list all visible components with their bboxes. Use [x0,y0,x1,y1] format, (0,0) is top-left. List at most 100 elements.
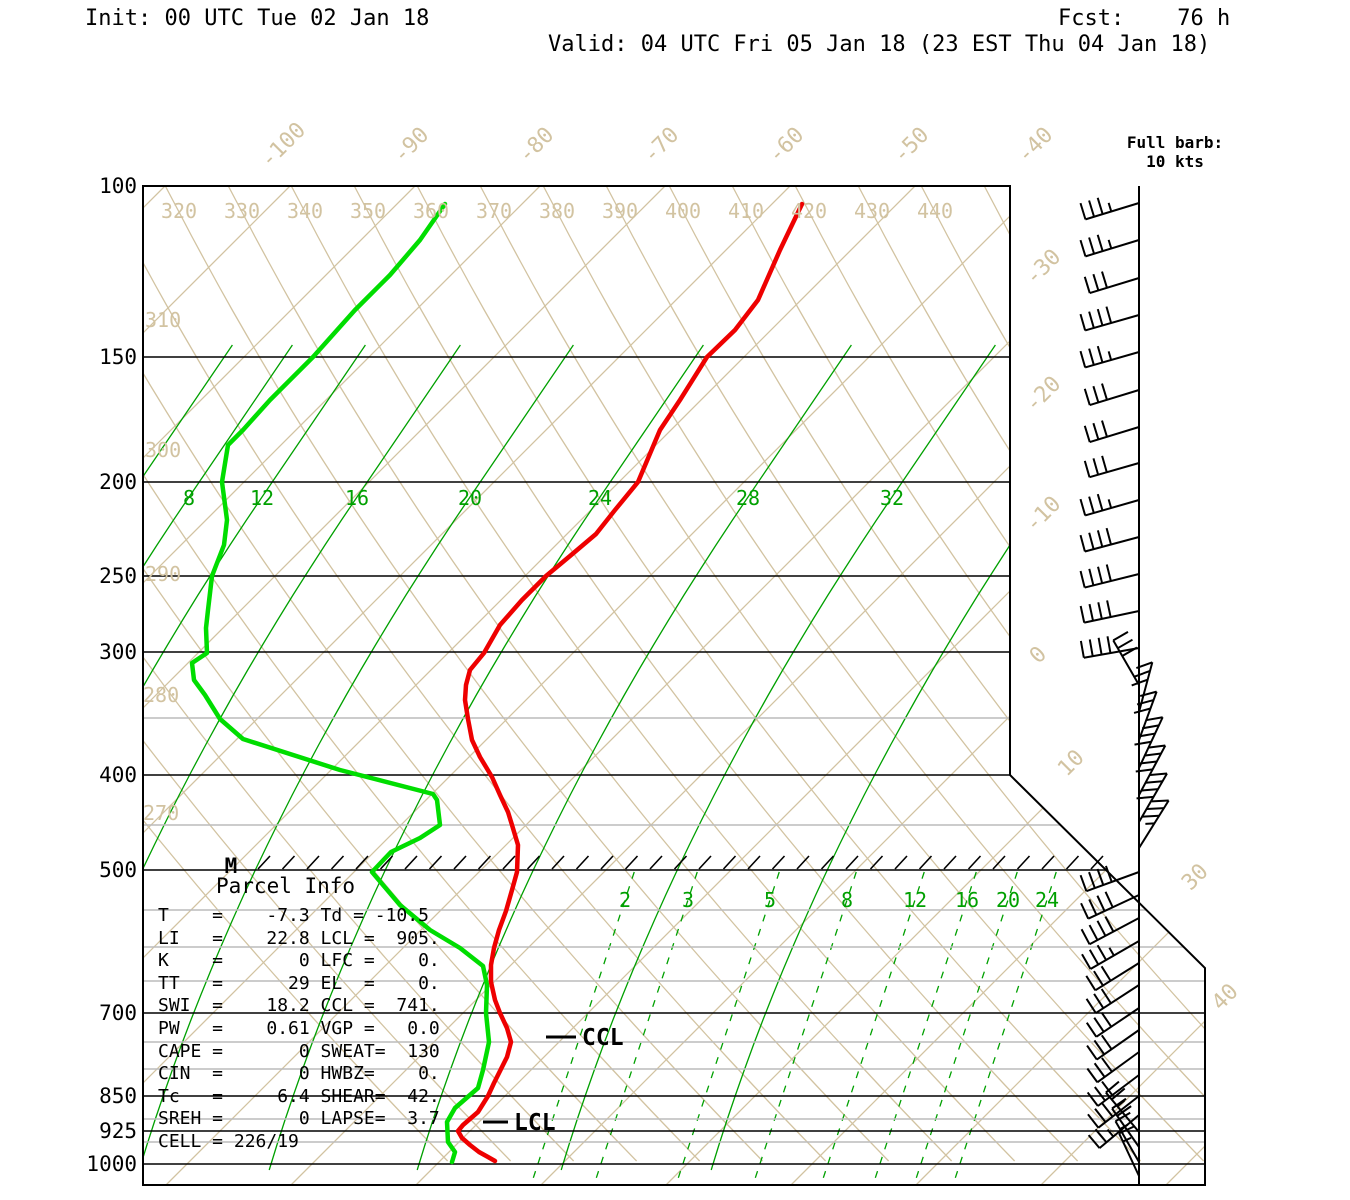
wind-barb [1133,690,1158,741]
wind-barb [1079,345,1140,369]
parcel-info-rows: T = -7.3 Td = -10.5 LI = 22.8 LCL = 905.… [158,905,440,1152]
wind-barb [1080,916,1140,946]
isotherm-line [540,186,1205,1185]
pressure-tick-label: 250 [99,564,137,588]
freezing-hatch-tick [845,855,859,870]
freezing-hatch-tick [551,855,565,870]
moist-adiabat-label: 20 [458,486,482,510]
mixing-ratio-label: 16 [955,888,979,912]
dry-adiabat-label-top: 420 [791,199,827,223]
freezing-hatch-tick [1016,855,1031,870]
freezing-hatch-tick [722,855,737,870]
freezing-hatch-tick [502,855,516,870]
freezing-hatch-tick [404,855,418,870]
dry-adiabat-line [605,186,1205,1162]
dry-adiabat-label-top: 390 [602,199,638,223]
mixing-ratio-line [952,871,1057,1185]
dry-adiabat-line [143,186,512,1162]
moist-adiabat-label: 16 [345,486,369,510]
isotherm-line [143,186,541,1185]
isotherm-label-top: -50 [889,123,935,169]
wind-barb [1087,1114,1140,1149]
dry-adiabat-label-left: 280 [143,683,179,707]
freezing-hatch-tick [918,855,933,870]
isotherm-line [915,186,1205,1185]
freezing-hatch-tick [820,855,835,870]
wind-barb [1079,197,1140,221]
freezing-hatch-tick [796,855,810,870]
freezing-hatch-tick [698,855,712,870]
wind-barb [1087,1095,1140,1129]
parcel-info-title: Parcel Info [216,874,356,898]
isotherm-label-right: 0 [1025,642,1052,669]
dry-adiabat-label-top: 410 [728,199,764,223]
isotherm-line [143,186,166,1185]
mixing-ratio-line [820,871,925,1185]
isotherm-line [665,186,1205,1185]
dry-adiabat-label-top: 430 [854,199,890,223]
pressure-tick-label: 150 [99,345,137,369]
freezing-hatch-tick [967,855,982,870]
freezing-hatch-tick [747,855,761,870]
freezing-hatch-tick [355,855,369,870]
mixing-ratio-label: 5 [764,888,776,912]
dry-adiabat-label-top: 320 [161,199,197,223]
freezing-hatch-tick [771,855,786,870]
isotherm-line [790,186,1205,1185]
dry-adiabat-line [353,186,1079,1162]
freezing-hatch-tick [453,855,467,870]
wind-barb-legend: Full barb: 10 kts [1126,133,1224,171]
wind-barb [1080,891,1140,920]
isotherm-line [1040,186,1205,1185]
mixing-ratio-label: 8 [841,888,853,912]
wind-barb [1085,984,1140,1014]
isotherm-line [415,186,1205,1185]
mixing-ratio-label: 3 [682,888,694,912]
pressure-tick-label: 200 [99,470,137,494]
init-time-label: Init: 00 UTC Tue 02 Jan 18 [85,6,430,31]
freezing-hatch-tick [306,855,320,870]
wind-barb [1083,271,1140,295]
freezing-hatch-tick [526,855,541,870]
wind-barb [1086,1029,1140,1061]
isotherm-label-right: 30 [1177,859,1213,895]
dry-adiabat-line [731,186,1205,1162]
isotherm-line [290,186,1205,1185]
wind-barb [1079,527,1140,553]
isotherm-label-top: -80 [514,123,560,169]
pressure-tick-label: 925 [99,1119,137,1143]
valid-time-label: Valid: 04 UTC Fri 05 Jan 18 (23 EST Thu … [548,32,1211,57]
freezing-hatch-tick [477,855,492,870]
dry-adiabat-label-top: 360 [413,199,449,223]
moist-adiabat-label: 12 [250,486,274,510]
dry-adiabat-label-top: 350 [350,199,386,223]
dry-adiabat-label-top: 370 [476,199,512,223]
freezing-hatch-tick [428,855,443,870]
freezing-hatch-tick [869,855,884,870]
wind-barb [1079,865,1140,893]
isotherm-label-top: -40 [1013,123,1059,169]
wind-barb [1085,962,1140,992]
dry-adiabat-line [143,186,701,1162]
freezing-hatch-tick [1065,855,1080,870]
wind-barb [1135,744,1167,796]
dry-adiabat-line [143,186,575,1162]
dry-adiabat-label-left: 270 [143,801,179,825]
isotherm-line [143,186,666,1185]
wind-barb [1086,1051,1140,1084]
isotherm-line [143,186,916,1185]
dry-adiabat-line [290,186,1016,1162]
mixing-ratio-label: 2 [619,888,631,912]
dry-adiabat-line [143,186,449,1162]
moist-adiabat-label: 8 [183,486,195,510]
wind-barb [1138,799,1170,849]
dry-adiabat-label-top: 380 [539,199,575,223]
moist-adiabat-label: 24 [588,486,612,510]
freezing-hatch-tick [257,855,271,870]
dry-adiabat-label-top: 440 [917,199,953,223]
lcl-marker-label: LCL [514,1110,556,1136]
wind-barb [1079,306,1140,332]
dry-adiabat-line [143,186,827,1162]
